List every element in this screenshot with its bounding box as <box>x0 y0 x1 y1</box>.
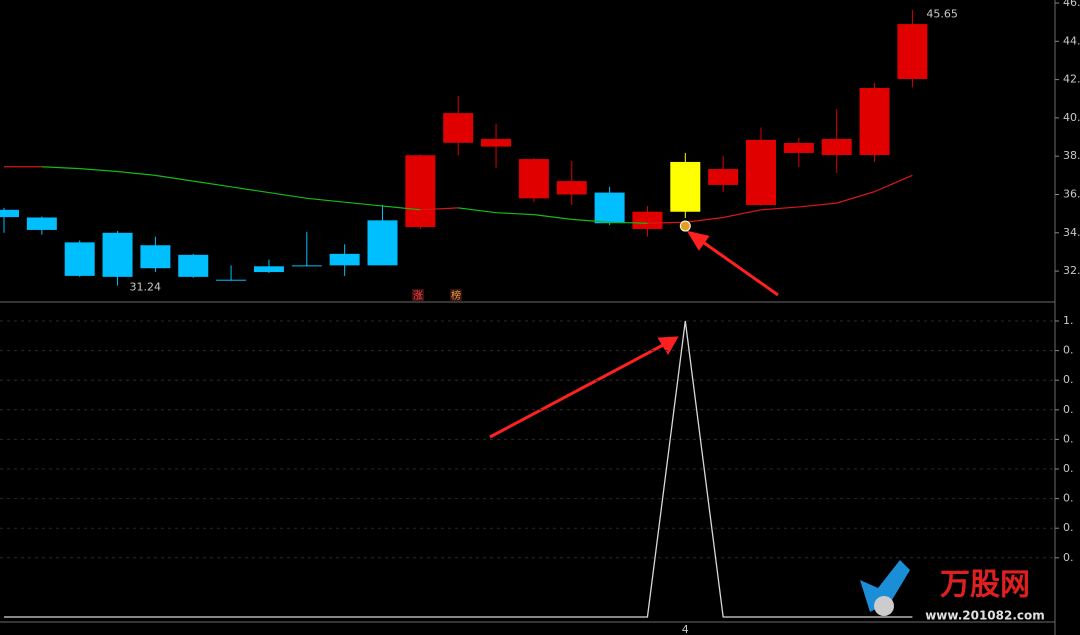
candle-body <box>0 209 19 218</box>
y-tick-label: 42. <box>1063 73 1080 86</box>
candle-body <box>556 181 587 195</box>
candle-body <box>481 138 512 147</box>
candle-body <box>897 24 928 80</box>
watermark-name: 万股网 <box>940 568 1030 603</box>
ma-segment <box>571 218 610 223</box>
x-label: 4 <box>682 623 689 635</box>
y-tick-label: 46. <box>1063 0 1080 9</box>
ma-segment <box>193 180 232 188</box>
ma-segment <box>41 166 80 170</box>
ma-segment <box>609 221 648 224</box>
low-annotation: 31.24 <box>130 281 162 294</box>
y-tick-label: 0. <box>1063 403 1074 416</box>
ma-segment <box>155 174 194 182</box>
y-tick-label: 0. <box>1063 521 1074 534</box>
candle-body <box>859 88 890 156</box>
y-tick-label: 36. <box>1063 188 1080 201</box>
ma-segment <box>268 191 307 199</box>
ma-segment <box>836 191 875 204</box>
arrow <box>489 342 666 439</box>
candle-body <box>64 242 95 276</box>
marker-box <box>450 289 462 301</box>
ma-segment <box>760 206 799 211</box>
y-tick-label: 44. <box>1063 34 1080 47</box>
y-tick-label: 0. <box>1063 551 1074 564</box>
y-tick-label: 38. <box>1063 149 1080 162</box>
candle-body <box>253 266 284 273</box>
candle-body <box>216 279 247 281</box>
candle-body <box>102 232 133 277</box>
y-tick-label: 1. <box>1063 314 1074 327</box>
ma-segment <box>306 197 345 203</box>
candle-body <box>178 254 209 277</box>
indicator-line <box>4 320 913 618</box>
candle-body <box>291 265 322 267</box>
ma-segment <box>533 214 572 220</box>
ma-segment <box>874 174 913 193</box>
arrow-head <box>657 336 679 355</box>
y-tick-label: 0. <box>1063 432 1074 445</box>
watermark: 万股网 www.201082.com <box>860 560 1045 623</box>
candle-body <box>821 138 852 156</box>
candle-body <box>367 220 398 266</box>
ma-segment <box>496 212 534 216</box>
arrows <box>489 230 779 439</box>
y-tick-label: 32. <box>1063 264 1080 277</box>
ma-segment <box>420 207 459 211</box>
candle-body <box>329 253 360 266</box>
ma-segment <box>79 168 118 173</box>
candle-body <box>708 169 739 185</box>
candle-body <box>632 211 663 229</box>
arrow-head <box>686 230 710 251</box>
y-tick-label: 0. <box>1063 462 1074 475</box>
logo-coin <box>874 596 894 616</box>
candle-body <box>783 142 814 153</box>
y-tick-label: 0. <box>1063 373 1074 386</box>
candle-body <box>405 155 436 228</box>
ma-segment <box>458 207 497 214</box>
logo <box>860 560 910 612</box>
ma-segment <box>723 209 762 219</box>
y-tick-label: 34. <box>1063 226 1080 239</box>
ma-segment <box>382 205 421 211</box>
signal-coin <box>679 220 691 232</box>
y-tick-label: 0. <box>1063 492 1074 505</box>
candle-body <box>140 245 171 269</box>
candle-body <box>518 159 549 199</box>
ma-segment <box>647 221 686 224</box>
y-tick-label: 40. <box>1063 111 1080 124</box>
ma-segment <box>685 216 724 223</box>
high-annotation: 45.65 <box>926 8 958 21</box>
marker: 涨 <box>413 290 423 302</box>
ma-segment <box>117 170 156 176</box>
ma-segment <box>798 202 837 208</box>
candle-body <box>746 139 776 206</box>
arrow <box>699 238 779 297</box>
marker: 榜 <box>451 289 461 302</box>
candle-body <box>26 217 57 230</box>
ma-segment <box>344 201 383 207</box>
candle-body <box>670 161 701 212</box>
marker-box <box>412 289 424 301</box>
ma-segment <box>231 186 270 194</box>
candle-body <box>594 192 625 224</box>
candle-body <box>443 113 474 143</box>
y-tick-label: 0. <box>1063 344 1074 357</box>
watermark-url: www.201082.com <box>925 609 1045 623</box>
